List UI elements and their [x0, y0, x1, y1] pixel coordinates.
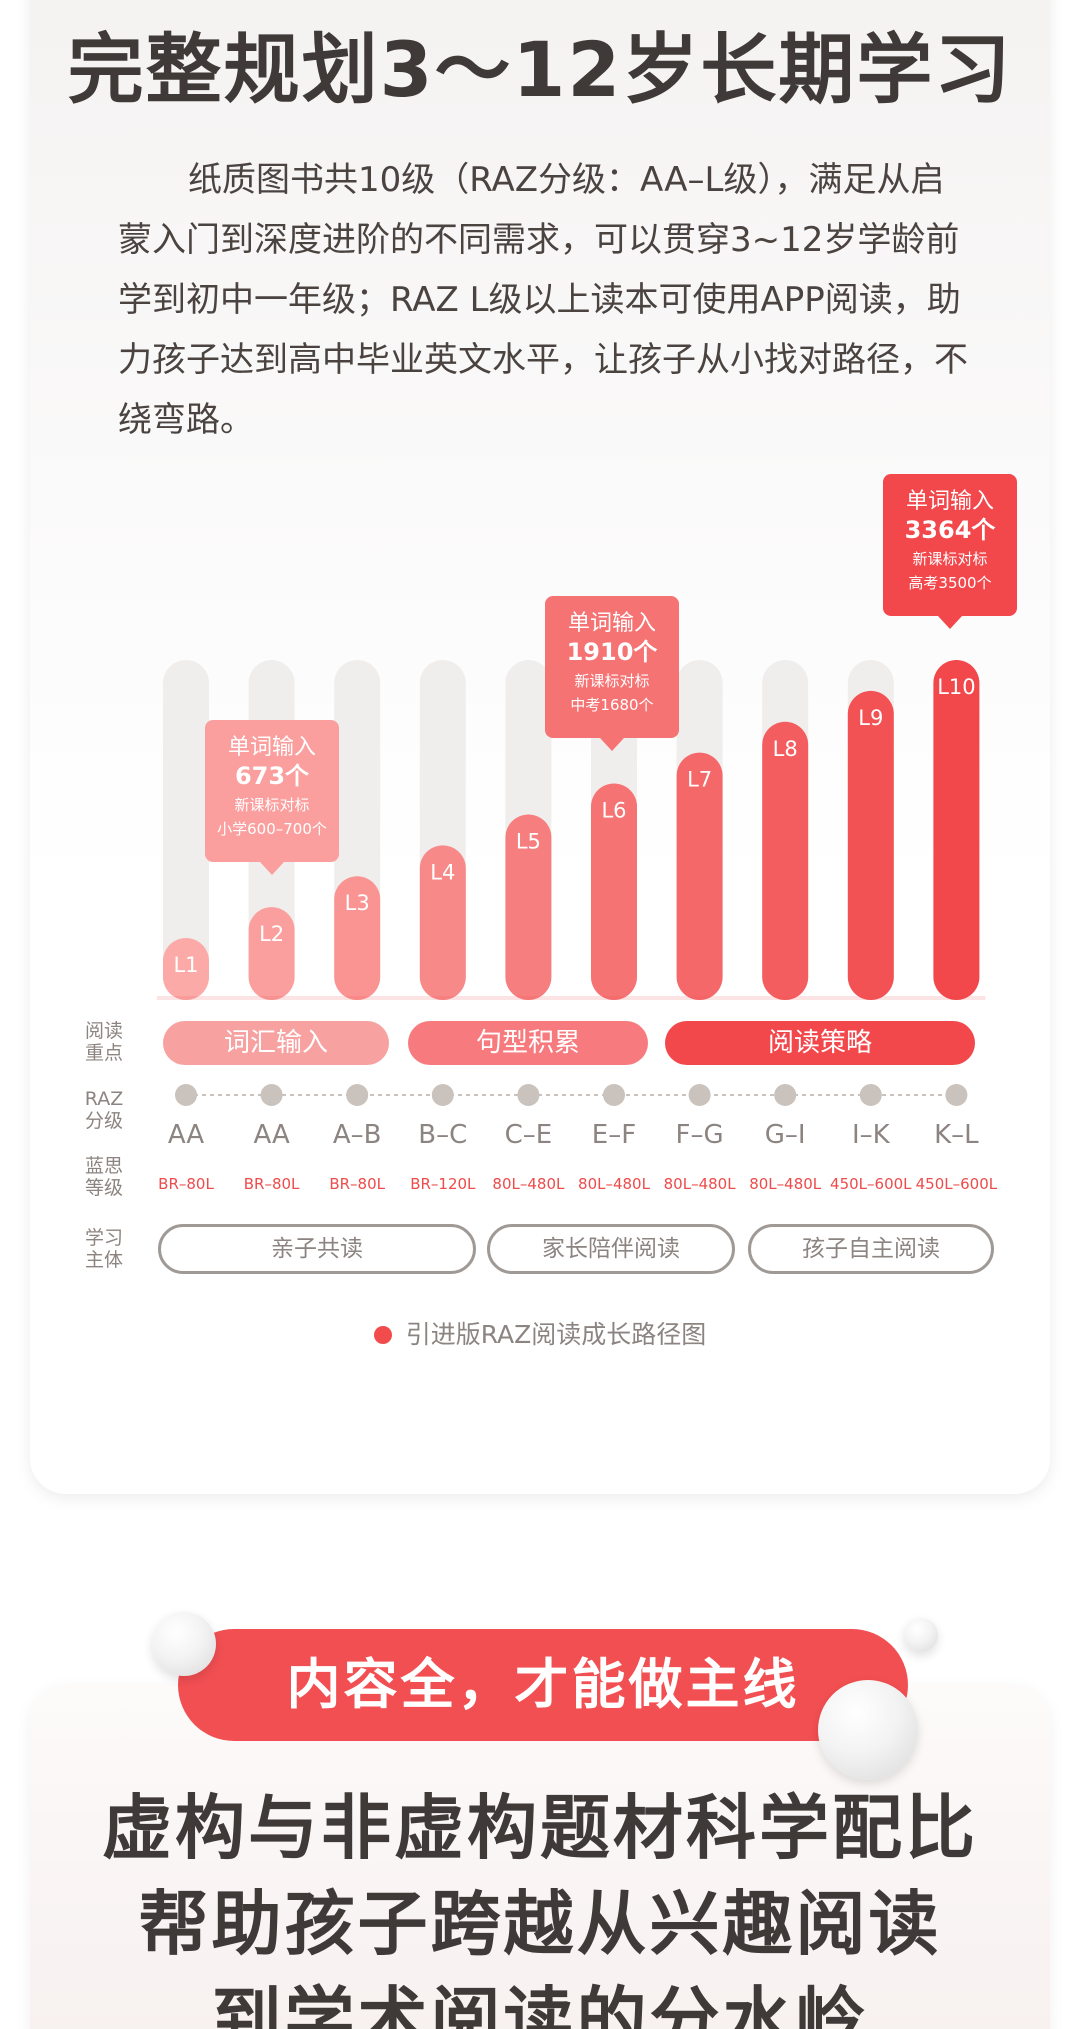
level-bar-chart: L1L2L3L4L5L6L7L8L9L10单词输入673个新课标对标小学600–…	[157, 474, 1017, 1106]
callout-L6-line-3: 新课标对标	[574, 672, 649, 690]
raz-dot-7	[688, 1084, 711, 1106]
subject-pill-independent: 孩子自主阅读	[748, 1224, 994, 1274]
lexile-level-10: 450L–600L	[915, 1175, 998, 1193]
headline-line-2: 帮助孩子跨越从兴趣阅读	[138, 1883, 942, 1965]
headline-line-3: 到学术阅读的分水岭	[211, 1979, 869, 2029]
raz-level-6: E–F	[591, 1120, 637, 1150]
callout-pointer-L10	[938, 616, 962, 629]
raz-dot-6	[603, 1084, 625, 1106]
lexile-level-9: 450L–600L	[830, 1175, 912, 1193]
subject-pill-parent-child: 亲子共读	[158, 1224, 476, 1274]
callout-L10-line-3: 新课标对标	[912, 550, 987, 568]
bar-L4	[419, 845, 466, 1000]
decor-sphere-right-icon	[818, 1680, 918, 1780]
callout-box-L6	[545, 596, 679, 738]
bar-L1	[163, 938, 209, 1000]
callout-L6-line-1: 单词输入	[568, 611, 656, 636]
callout-L10-line-1: 单词输入	[906, 489, 994, 514]
headline-line-1: 虚构与非虚构题材科学配比	[102, 1787, 978, 1869]
callout-pointer-L6	[600, 738, 624, 751]
row-label-lexile-text: 蓝思 等级	[84, 1155, 123, 1199]
bar-label-L9: L9	[858, 706, 883, 730]
raz-dot-10	[945, 1084, 968, 1106]
focus-pill-strategy: 阅读策略	[665, 1021, 975, 1065]
page-title: 完整规划3～12岁长期学习	[67, 25, 1013, 114]
callout-L6-line-2: 1910个	[567, 638, 659, 666]
lexile-level-8: 80L–480L	[749, 1175, 822, 1193]
callout-pointer-L2	[260, 862, 284, 875]
callout-L2-line-2: 673个	[235, 762, 310, 790]
raz-dot-8	[774, 1084, 797, 1106]
lexile-level-4: BR–120L	[410, 1175, 476, 1193]
row-label-subject-text: 学习 主体	[84, 1227, 123, 1271]
row-label-lexile: 蓝思 等级	[78, 1155, 130, 1199]
callout-L10-line-4: 高考3500个	[908, 574, 991, 592]
lexile-level-6: 80L–480L	[578, 1175, 650, 1193]
bar-L10	[933, 660, 980, 1000]
raz-dot-9	[859, 1084, 882, 1106]
callout-L6-line-4: 中考1680个	[570, 696, 653, 714]
bar-label-L8: L8	[773, 737, 798, 761]
callout-box-L10	[883, 474, 1017, 616]
raz-dot-5	[517, 1084, 540, 1106]
bar-label-L3: L3	[345, 891, 370, 915]
caption-dot-icon	[373, 1326, 392, 1344]
bar-label-L6: L6	[601, 799, 626, 823]
bar-L3	[334, 876, 381, 1000]
raz-level-2: AA	[253, 1120, 290, 1150]
raz-level-5: C–E	[504, 1120, 553, 1150]
bar-L8	[762, 721, 809, 1000]
bar-L9	[847, 690, 894, 1000]
callout-L2-line-3: 新课标对标	[234, 796, 309, 814]
bar-label-L1: L1	[173, 953, 198, 977]
raz-level-4: B–C	[418, 1120, 468, 1150]
chart-caption: 引进版RAZ阅读成长路径图	[0, 1315, 1080, 1351]
bar-L6	[591, 783, 637, 1000]
bar-label-L2: L2	[259, 922, 284, 946]
bar-L5	[505, 814, 552, 1000]
raz-dot-4	[431, 1084, 454, 1106]
lexile-level-7: 80L–480L	[663, 1175, 736, 1193]
caption-text: 引进版RAZ阅读成长路径图	[405, 1320, 707, 1349]
subject-pill-parent-accompany: 家长陪伴阅读	[487, 1224, 735, 1274]
lexile-level-2: BR–80L	[243, 1175, 300, 1193]
bar-label-L4: L4	[430, 860, 455, 884]
bar-label-L10: L10	[937, 675, 975, 699]
callout-L10-line-2: 3364个	[905, 516, 997, 544]
raz-level-9: I–K	[851, 1120, 890, 1150]
bar-L2	[248, 907, 295, 1000]
bar-label-L7: L7	[687, 768, 712, 792]
raz-dot-1	[175, 1084, 197, 1106]
bar-baseline	[157, 996, 986, 1000]
raz-level-7: F–G	[675, 1120, 724, 1150]
raz-level-1: AA	[167, 1120, 205, 1150]
row-label-focus: 阅读 重点	[78, 1020, 130, 1064]
raz-dot-2	[260, 1084, 283, 1106]
raz-level-10: K–L	[934, 1120, 979, 1150]
row-label-raz-text: RAZ 分级	[84, 1088, 124, 1132]
intro-paragraph: 纸质图书共10级（RAZ分级：AA–L级），满足从启蒙入门到深度进阶的不同需求，…	[118, 160, 968, 440]
row-label-subject: 学习 主体	[78, 1227, 130, 1271]
callout-L2-line-4: 小学600–700个	[217, 820, 327, 838]
section-banner: 内容全，才能做主线	[178, 1629, 908, 1741]
raz-dot-3	[346, 1084, 369, 1106]
row-label-focus-text: 阅读 重点	[84, 1020, 123, 1064]
raz-level-3: A–B	[332, 1120, 382, 1150]
focus-pill-sentence: 句型积累	[408, 1021, 648, 1065]
lexile-level-5: 80L–480L	[492, 1175, 565, 1193]
bar-label-L5: L5	[516, 829, 541, 853]
bar-L7	[676, 752, 723, 1000]
bar-track-1	[163, 660, 209, 1000]
callout-box-L2	[205, 720, 339, 862]
callout-L2-line-1: 单词输入	[228, 735, 316, 760]
decor-sphere-left-icon	[152, 1612, 216, 1676]
section-headline: 虚构与非虚构题材科学配比 帮助孩子跨越从兴趣阅读 到学术阅读的分水岭	[0, 1780, 1080, 2029]
decor-sphere-small-icon	[904, 1618, 938, 1652]
focus-pill-vocab: 词汇输入	[163, 1021, 389, 1065]
lexile-level-3: BR–80L	[329, 1175, 386, 1193]
row-label-raz: RAZ 分级	[78, 1088, 130, 1132]
raz-level-8: G–I	[764, 1120, 806, 1150]
lexile-level-1: BR–80L	[158, 1175, 214, 1193]
